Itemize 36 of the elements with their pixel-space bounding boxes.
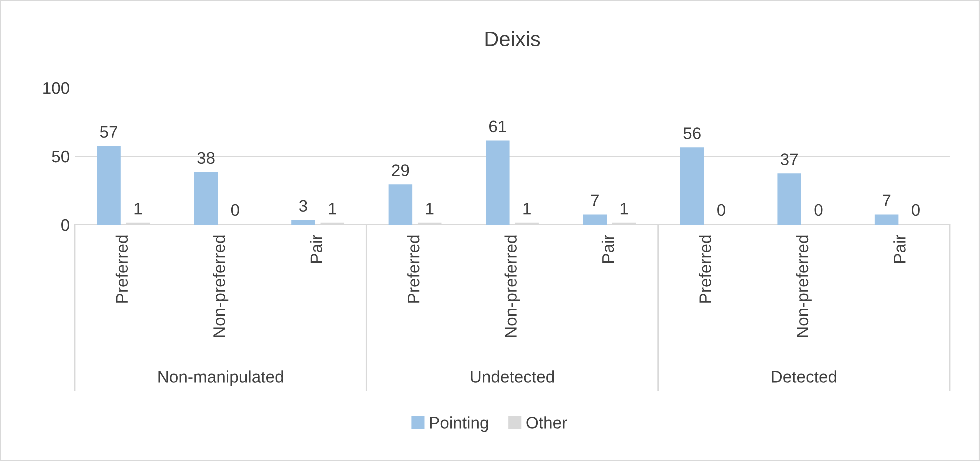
data-label: 37	[780, 154, 798, 166]
data-label: 1	[524, 203, 531, 215]
x-tick-label: Non-preferred	[504, 236, 520, 338]
data-label: 38	[198, 152, 215, 164]
x-tick-label: Preferred	[699, 236, 712, 303]
data-label: 0	[718, 204, 726, 216]
data-label: 7	[883, 194, 891, 206]
x-tick-label: Pair	[310, 235, 323, 263]
legend-label: Pointing	[430, 416, 488, 432]
data-label: 1	[620, 203, 628, 215]
legend-label: Other	[526, 416, 568, 429]
text: Detected	[772, 370, 836, 383]
data-label: 56	[684, 128, 701, 140]
data-label: 0	[912, 204, 920, 216]
y-tick-label: 100	[44, 82, 70, 94]
x-tick-label: Preferred	[408, 236, 420, 303]
data-label: 3	[299, 200, 308, 212]
data-label: 0	[231, 204, 240, 216]
x-tick-label: Non-preferred	[796, 236, 812, 338]
x-tick-label: Non-preferred	[213, 236, 229, 338]
data-label: 1	[329, 203, 336, 215]
data-label: 7	[591, 194, 599, 206]
y-tick-label: 0	[62, 219, 70, 232]
data-label: 1	[426, 203, 434, 215]
text: Non-manipulated	[158, 370, 284, 386]
text: Undetected	[471, 370, 554, 383]
chart-title: Deixis	[486, 31, 540, 47]
data-label: 1	[134, 203, 142, 215]
data-label: 61	[489, 120, 506, 133]
data-label: 0	[814, 204, 823, 216]
x-tick-label: Preferred	[116, 236, 128, 303]
x-tick-label: Pair	[894, 235, 906, 263]
data-label: 29	[392, 164, 410, 176]
x-tick-label: Pair	[602, 235, 614, 263]
y-tick-label: 50	[52, 150, 70, 163]
data-label: 57	[100, 126, 118, 138]
